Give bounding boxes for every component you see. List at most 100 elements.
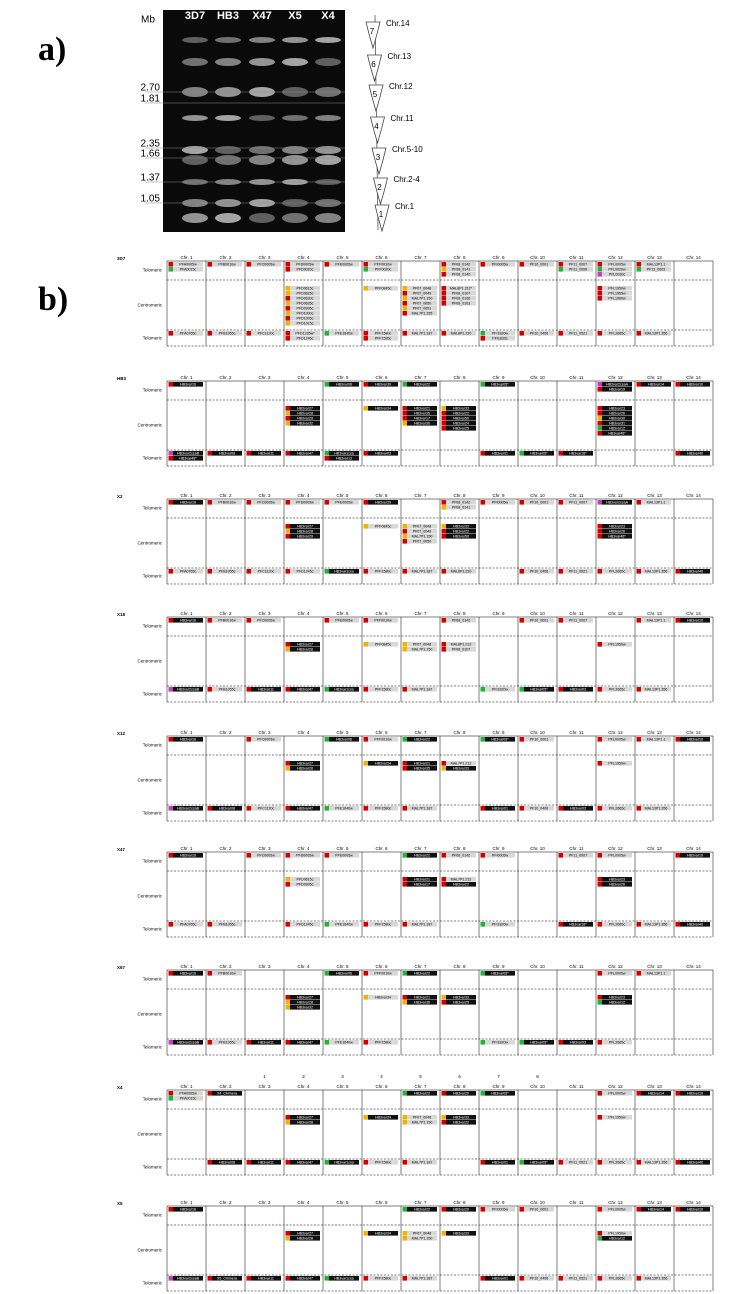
gene-label: PF07_0051 (413, 306, 432, 310)
gene-label: PFD0995c (297, 882, 314, 886)
tube-label: Chr.14 (386, 19, 410, 28)
tube-number: 2 (377, 183, 382, 192)
gene-tag (286, 421, 291, 426)
chr-label: Chr. 13 (647, 375, 662, 380)
gene-tag (442, 421, 447, 426)
gene-label: PF10_0001 (530, 262, 549, 266)
gene-tag (559, 267, 564, 272)
gene-label: HB3var22 (414, 1091, 430, 1095)
gene-label: X4_Chimera (217, 1091, 237, 1095)
gene-tag (169, 331, 174, 336)
chr-label: Chr. 3 (258, 846, 271, 851)
gene-label: MAL13P1.1 (647, 618, 666, 622)
gene-tag (481, 1276, 486, 1281)
band (215, 155, 241, 165)
gene-label: HB3var27 (297, 642, 313, 646)
gene-tag (364, 451, 369, 456)
gene-tag (598, 1276, 603, 1281)
gene-label: MAL7P1.187 (412, 922, 433, 926)
lane-number: 6 (458, 1074, 461, 1079)
gene-tag (286, 642, 291, 647)
gene-label: HB3var26 (609, 529, 625, 533)
chr-label: Chr. 6 (375, 1200, 388, 1205)
gene-tag (520, 687, 525, 692)
gene-label: HB3var20 (453, 1207, 469, 1211)
gene-tag (208, 1160, 213, 1165)
gene-label: MAL7P1.187 (412, 569, 433, 573)
gene-tag (403, 291, 408, 296)
gene-tag (364, 995, 369, 1000)
gene-label: HB3var11 (258, 687, 274, 691)
gene-label: PFL0030c (609, 272, 626, 276)
chr-label: Chr. 2 (219, 1200, 232, 1205)
gene-tag (403, 529, 408, 534)
gene-tag (481, 737, 486, 742)
gene-label: HB3var11 (258, 1040, 274, 1044)
gene-label: PFL2665c (609, 331, 626, 335)
gene-label: PF11_0521 (569, 1160, 587, 1164)
band (182, 146, 208, 154)
gene-label: HB3var40 (687, 922, 703, 926)
gene-tag (325, 1160, 330, 1165)
gene-tag (169, 382, 174, 387)
gene-tag (598, 286, 603, 291)
gene-label: PF11_0521 (569, 1276, 587, 1280)
gene-tag (442, 642, 447, 647)
chr-label: Chr. 10 (530, 611, 545, 616)
gene-tag (403, 331, 408, 336)
gene-tag (481, 1091, 486, 1096)
chr-label: Chr. 9 (492, 255, 505, 260)
gene-label: HB3var25 (453, 426, 469, 430)
gene-label: HB3var14 (648, 1207, 664, 1211)
chr-label: Chr. 4 (297, 1084, 310, 1089)
gene-label: MAL13P1.356 (645, 806, 668, 810)
gene-tag (403, 1160, 408, 1165)
gene-tag (403, 311, 408, 316)
gene-tag (403, 524, 408, 529)
gene-tag (403, 301, 408, 306)
gene-label: PF08_0106 (452, 296, 471, 300)
row-label: Telomeric (143, 624, 163, 629)
row-label: Telomeric (143, 388, 163, 393)
chr-label: Chr. 2 (219, 611, 232, 616)
gene-tag (442, 1207, 447, 1212)
strain-label: X2 (117, 494, 123, 499)
gene-label: HB3var34 (375, 406, 391, 410)
lane-number: 1 (263, 1074, 266, 1079)
gene-label: MAL7P1.150 (412, 1120, 433, 1124)
gene-label: MAL7P1.187 (412, 1160, 433, 1164)
gene-label: HB3var06 (336, 971, 352, 975)
gene-tag (676, 922, 681, 927)
gene-tag (247, 1160, 252, 1165)
gene-tag (442, 761, 447, 766)
gene-tag (520, 1207, 525, 1212)
lane-label: 3D7 (185, 10, 205, 22)
gene-tag (325, 1040, 330, 1045)
gene-tag (364, 922, 369, 927)
gene-tag (598, 1040, 603, 1045)
tube-label: Chr.2-4 (394, 175, 421, 184)
chr-label: Chr. 14 (686, 1084, 701, 1089)
tube-label: Chr.11 (391, 114, 415, 123)
gene-label: PFD0005w (296, 853, 314, 857)
gene-tag (403, 1120, 408, 1125)
band (249, 58, 275, 66)
gene-tag (364, 500, 369, 505)
gene-label: HB3var10 (687, 618, 703, 622)
chr-label: Chr. 3 (258, 375, 271, 380)
gene-label: HB3var28 (297, 1120, 313, 1124)
gene-tag (403, 296, 408, 301)
chr-label: Chr. 8 (453, 611, 466, 616)
gene-label: HB3var20 (453, 1091, 469, 1095)
gene-label: PFF0010w (374, 737, 392, 741)
gene-tag (247, 687, 252, 692)
gene-label: HB3var01 (492, 1276, 508, 1280)
gene-label: PFB1055c (219, 569, 236, 573)
gene-label: PFF0010w (374, 262, 392, 266)
gene-tag (442, 267, 447, 272)
gene-tag (481, 1207, 486, 1212)
gene-label: PFB1055c (219, 1040, 236, 1044)
gene-label: MAL7P1.212 (451, 761, 472, 765)
gene-label: HB3var1csa (334, 569, 354, 573)
gene-label: HB3var33 (453, 524, 469, 528)
